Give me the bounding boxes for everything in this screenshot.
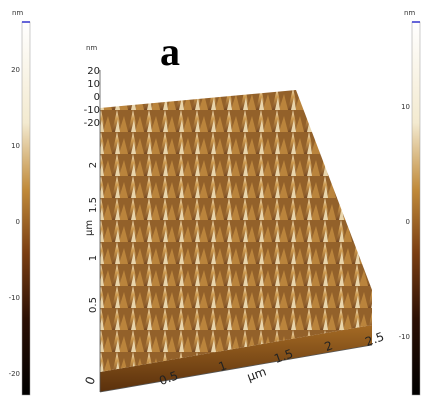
left-colorbar-ticks: 20 10 0 -10 -20 <box>9 66 20 378</box>
x-axis-ticks: 0 0.5 1 μm 1.5 2 2.5 <box>82 329 386 388</box>
tick-label: 0.5 <box>88 297 99 313</box>
tick-label: 2 <box>323 338 335 354</box>
z-axis-ticks: 20 10 0 -10 -20 <box>84 66 100 129</box>
right-colorbar <box>411 21 421 396</box>
colorbar-unit: nm <box>404 9 415 17</box>
tick-label: 0 <box>82 375 98 387</box>
tick-label: 2.5 <box>363 329 386 349</box>
tick-label: 20 <box>87 66 100 77</box>
axis-unit: μm <box>245 364 268 384</box>
y-axis-ticks: 2 1.5 μm 1 0.5 <box>84 162 99 313</box>
left-colorbar <box>21 21 31 396</box>
z-axis-unit: nm <box>86 44 97 52</box>
tick-label: 0.5 <box>157 368 180 388</box>
tick-label: 0 <box>406 218 410 226</box>
tick-label: -10 <box>399 333 410 341</box>
panel-label: a <box>160 29 180 74</box>
colorbar-unit: nm <box>12 9 23 17</box>
tick-label: -10 <box>9 294 20 302</box>
tick-label: -20 <box>84 118 100 129</box>
afm-surface <box>100 90 372 392</box>
tick-label: 1.5 <box>272 346 295 366</box>
tick-label: 1 <box>217 358 229 374</box>
tick-label: 20 <box>11 66 20 74</box>
tick-label: -10 <box>84 105 100 116</box>
tick-label: 10 <box>11 142 20 150</box>
right-colorbar-ticks: 10 0 -10 <box>399 103 410 341</box>
tick-label: 1.5 <box>88 197 99 213</box>
axis-unit: μm <box>84 220 95 236</box>
tick-label: 1 <box>88 255 99 261</box>
axes <box>99 70 373 393</box>
tick-label: 10 <box>401 103 410 111</box>
tick-label: 0 <box>16 218 20 226</box>
tick-label: 10 <box>87 79 100 90</box>
tick-label: 0 <box>94 92 100 103</box>
tick-label: 2 <box>88 162 99 168</box>
tick-label: -20 <box>9 370 20 378</box>
